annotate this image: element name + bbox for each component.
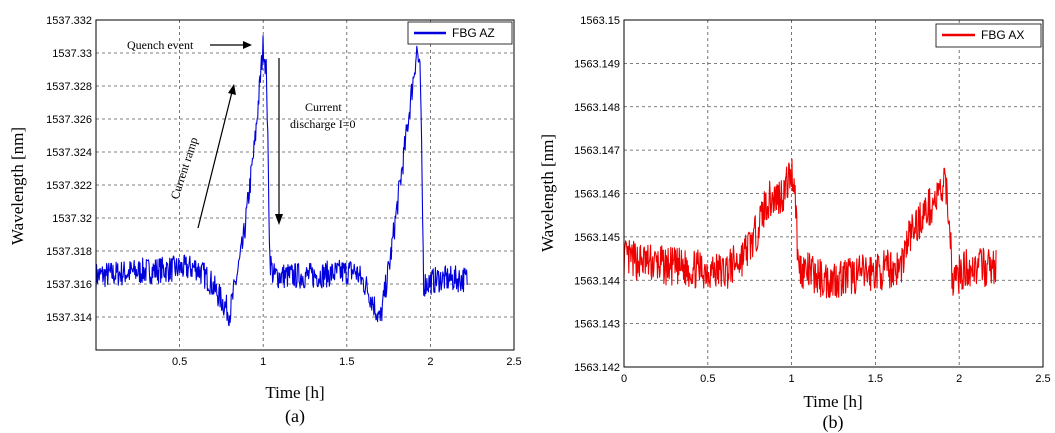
x-axis-label-a: Time [h]	[265, 383, 324, 402]
grid-a	[96, 20, 514, 350]
x-ticks-a: 0.5 1 1.5 2 2.5	[172, 356, 522, 368]
x-tick-label: 1	[260, 356, 266, 368]
x-tick-label: 0.5	[172, 356, 187, 368]
arrow-ramp	[197, 91, 233, 229]
chart-b: 1563.142 1563.143 1563.144 1563.145 1563.146…	[538, 15, 1051, 433]
y-tick-label: 1563.145	[574, 232, 620, 244]
legend-label-b: FBG AX	[981, 28, 1024, 42]
arrow-discharge-head	[275, 214, 283, 225]
y-axis-label-a: Wavelength [nm]	[8, 127, 27, 245]
x-tick-label: 0.5	[700, 373, 715, 385]
series-b	[623, 158, 997, 299]
chart-a: 1537.314 1537.316 1537.318 1537.32 1537.322 1…	[8, 15, 522, 427]
y-tick-label: 1563.149	[574, 58, 620, 70]
legend-b: FBG AX	[935, 23, 1042, 48]
plot-frame-a	[95, 19, 515, 351]
y-tick-label: 1563.144	[574, 275, 620, 287]
grid-b	[624, 20, 1043, 367]
y-tick-label: 1537.322	[46, 180, 92, 192]
x-ticks-b: 0 0.5 1 1.5 2 2.5	[621, 373, 1051, 385]
y-tick-label: 1563.147	[574, 145, 620, 157]
y-tick-label: 1537.32	[52, 213, 92, 225]
y-ticks-b: 1563.142 1563.143 1563.144 1563.145 1563.146…	[574, 15, 620, 374]
y-tick-label: 1537.332	[46, 15, 92, 27]
legend-box-b	[935, 23, 1042, 48]
y-tick-label: 1537.324	[46, 147, 92, 159]
x-tick-label: 2	[427, 356, 433, 368]
y-tick-label: 1537.326	[46, 114, 92, 126]
x-tick-label: 2.5	[506, 356, 521, 368]
arrow-quench-head	[243, 41, 252, 49]
x-tick-label: 0	[621, 373, 627, 385]
plot-frame-b	[623, 19, 1044, 368]
y-tick-label: 1537.33	[52, 48, 92, 60]
x-tick-label: 1.5	[868, 373, 883, 385]
x-tick-label: 2	[956, 373, 962, 385]
legend-box-a	[407, 21, 513, 45]
legend-label-a: FBG AZ	[452, 26, 495, 40]
legend-a: FBG AZ	[407, 21, 513, 45]
series-line-a	[95, 35, 468, 327]
series-line-b	[623, 158, 997, 299]
y-tick-label: 1563.146	[574, 189, 620, 201]
x-tick-label: 2.5	[1035, 373, 1050, 385]
y-tick-label: 1537.318	[46, 246, 92, 258]
x-tick-label: 1.5	[339, 356, 354, 368]
y-tick-label: 1537.316	[46, 279, 92, 291]
x-tick-label: 1	[789, 373, 795, 385]
annotation-quench-event: Quench event	[127, 38, 194, 52]
y-axis-label-b: Wavelength [nm]	[538, 134, 557, 252]
y-tick-label: 1563.15	[580, 15, 620, 27]
y-tick-label: 1537.314	[46, 312, 92, 324]
y-tick-label: 1563.142	[574, 362, 620, 374]
y-tick-label: 1563.148	[574, 102, 620, 114]
annotation-discharge: discharge I=0	[290, 117, 356, 131]
caption-a: (a)	[285, 406, 305, 427]
arrow-ramp-head	[228, 84, 236, 95]
annotation-current: Current	[305, 100, 342, 114]
series-a	[95, 35, 468, 327]
y-tick-label: 1563.143	[574, 319, 620, 331]
y-tick-label: 1537.328	[46, 81, 92, 93]
x-axis-label-b: Time [h]	[803, 392, 862, 411]
y-ticks-a: 1537.314 1537.316 1537.318 1537.32 1537.322 1…	[46, 15, 92, 324]
caption-b: (b)	[823, 412, 844, 433]
